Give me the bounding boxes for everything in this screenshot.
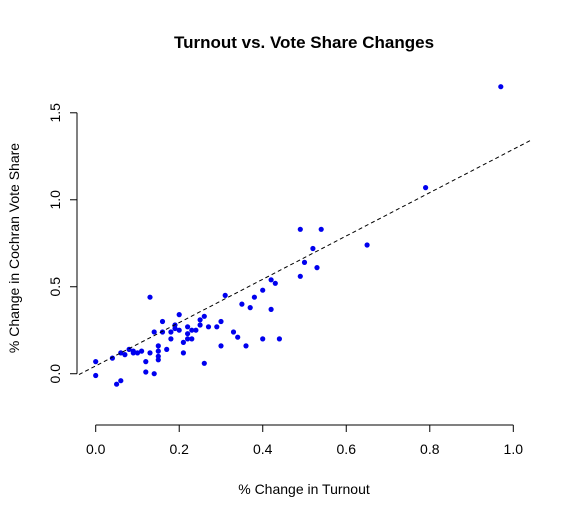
data-point-11 xyxy=(139,348,145,354)
data-point-14 xyxy=(147,294,153,300)
data-point-52 xyxy=(247,305,253,311)
data-point-33 xyxy=(185,331,191,337)
data-point-26 xyxy=(168,336,174,342)
data-point-43 xyxy=(205,324,212,330)
chart-title: Turnout vs. Vote Share Changes xyxy=(174,33,434,52)
data-point-6 xyxy=(122,352,128,358)
data-point-48 xyxy=(230,329,237,335)
x-tick-label: 0.8 xyxy=(420,441,440,457)
data-point-45 xyxy=(218,343,224,349)
data-point-37 xyxy=(189,336,195,342)
data-point-44 xyxy=(214,324,220,330)
data-point-32 xyxy=(180,339,186,345)
y-tick-label: 1.5 xyxy=(47,103,63,123)
data-point-61 xyxy=(297,273,303,279)
x-tick-label: 1.0 xyxy=(504,441,524,457)
data-point-23 xyxy=(159,329,166,335)
data-point-55 xyxy=(260,287,266,293)
data-point-34 xyxy=(185,324,191,330)
data-point-30 xyxy=(176,312,182,318)
data-point-19 xyxy=(155,348,161,354)
data-point-57 xyxy=(268,277,274,283)
data-point-47 xyxy=(222,292,228,298)
data-point-60 xyxy=(297,226,303,232)
data-point-58 xyxy=(272,280,278,286)
x-axis: 0.0 0.2 0.4 0.6 0.8 1.0 xyxy=(86,424,524,457)
data-point-5 xyxy=(118,350,124,356)
trend-line xyxy=(78,140,531,376)
data-point-46 xyxy=(218,318,224,325)
data-point-4 xyxy=(118,378,124,384)
data-point-24 xyxy=(164,346,170,352)
data-point-65 xyxy=(318,226,324,232)
y-tick-label: 1.0 xyxy=(47,190,63,210)
data-point-68 xyxy=(498,84,504,90)
data-point-40 xyxy=(197,317,203,323)
data-point-0 xyxy=(93,359,99,365)
data-point-39 xyxy=(197,322,203,328)
x-tick-label: 0.6 xyxy=(337,441,357,457)
data-point-51 xyxy=(243,343,249,349)
data-point-15 xyxy=(147,350,153,356)
x-tick-label: 0.0 xyxy=(86,441,106,457)
data-point-59 xyxy=(276,336,282,342)
data-point-13 xyxy=(143,369,149,375)
data-point-22 xyxy=(159,318,166,325)
data-point-18 xyxy=(155,343,161,349)
data-point-10 xyxy=(134,350,141,356)
x-axis-label: % Change in Turnout xyxy=(238,481,370,497)
data-point-56 xyxy=(268,306,274,312)
data-point-21 xyxy=(155,357,161,363)
data-point-41 xyxy=(201,313,207,319)
data-point-50 xyxy=(239,301,245,307)
data-point-42 xyxy=(201,360,207,366)
data-point-31 xyxy=(180,350,186,356)
data-point-25 xyxy=(168,329,174,335)
data-point-36 xyxy=(189,327,195,333)
data-point-3 xyxy=(114,381,120,387)
data-point-16 xyxy=(151,371,157,377)
y-axis-label: % Change in Cochran Vote Share xyxy=(6,143,22,353)
data-point-12 xyxy=(143,359,149,365)
data-point-53 xyxy=(251,294,257,300)
data-point-1 xyxy=(93,372,99,379)
data-point-29 xyxy=(176,327,182,333)
data-points xyxy=(93,84,504,387)
data-point-54 xyxy=(260,336,266,342)
data-point-9 xyxy=(130,350,136,356)
y-tick-label: 0.5 xyxy=(47,277,63,297)
data-point-17 xyxy=(151,329,157,335)
data-point-63 xyxy=(310,245,316,252)
data-point-66 xyxy=(364,242,370,248)
data-point-62 xyxy=(301,259,308,265)
data-point-67 xyxy=(423,185,429,191)
x-tick-label: 0.2 xyxy=(169,441,189,457)
data-point-49 xyxy=(235,334,241,340)
data-point-64 xyxy=(314,265,320,271)
data-point-35 xyxy=(185,336,191,342)
data-point-38 xyxy=(193,327,199,333)
x-tick-label: 0.4 xyxy=(253,441,273,457)
y-tick-label: 0.0 xyxy=(47,364,63,384)
y-axis: 0.0 0.5 1.0 1.5 xyxy=(47,103,78,384)
